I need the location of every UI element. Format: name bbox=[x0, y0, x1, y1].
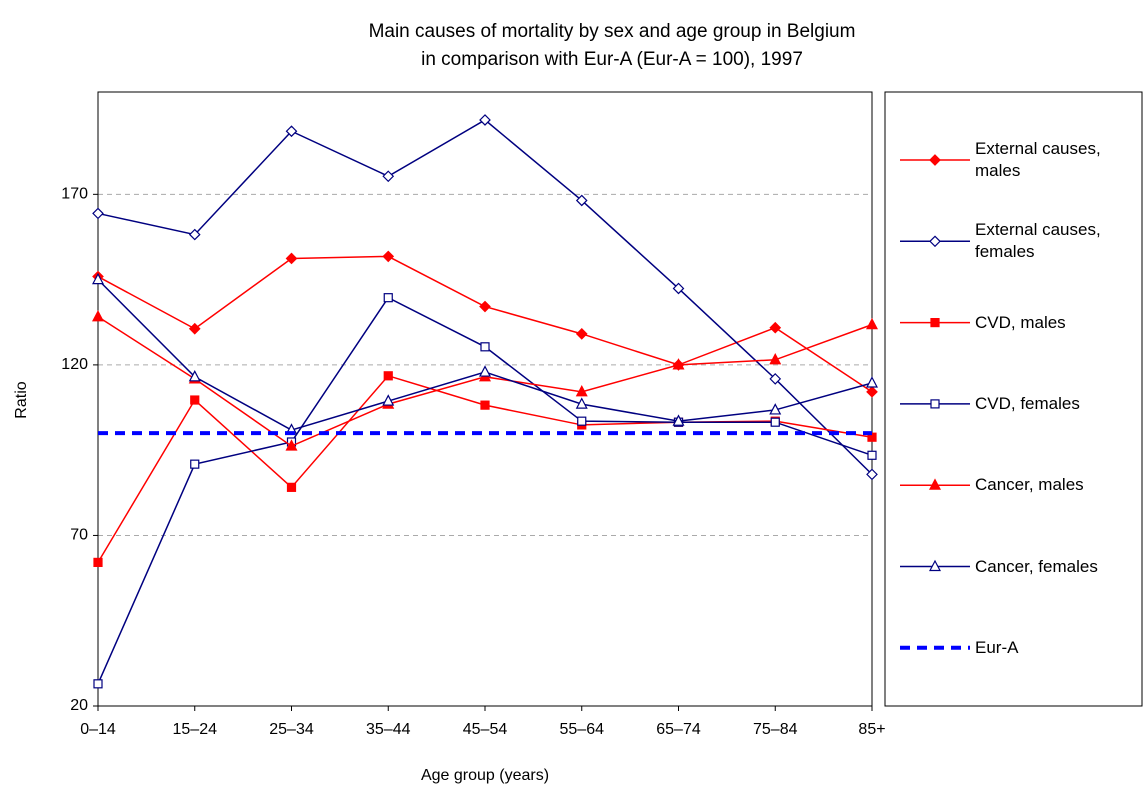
marker bbox=[575, 397, 588, 409]
y-tick-label: 20 bbox=[70, 697, 88, 714]
marker bbox=[930, 399, 940, 409]
marker bbox=[382, 170, 395, 183]
marker bbox=[867, 450, 877, 460]
marker bbox=[672, 282, 685, 295]
marker bbox=[672, 414, 685, 426]
marker bbox=[575, 385, 588, 397]
marker bbox=[92, 310, 104, 322]
marker bbox=[93, 557, 103, 567]
marker bbox=[769, 403, 782, 415]
marker bbox=[188, 322, 201, 335]
marker bbox=[866, 385, 878, 398]
marker bbox=[286, 482, 297, 492]
marker bbox=[770, 417, 780, 427]
marker bbox=[92, 207, 104, 220]
line bbox=[97, 296, 873, 685]
x-tick-label: 75–84 bbox=[753, 721, 798, 738]
legend-label: External causes, males bbox=[975, 139, 1101, 180]
legend-box bbox=[884, 91, 1143, 707]
marker bbox=[480, 342, 490, 352]
marker bbox=[188, 228, 201, 241]
marker bbox=[190, 459, 200, 469]
marker bbox=[577, 416, 587, 426]
x-tick-label: 85+ bbox=[858, 721, 885, 738]
marker bbox=[480, 400, 490, 410]
y-tick-label: 170 bbox=[61, 186, 88, 203]
legend-label: CVD, males bbox=[975, 312, 1066, 332]
marker bbox=[929, 559, 941, 572]
chart-title: in comparison with Eur-A (Eur-A = 100), … bbox=[421, 49, 803, 70]
marker bbox=[383, 371, 393, 381]
y-tick-label: 70 bbox=[70, 527, 88, 544]
x-tick-label: 25–34 bbox=[269, 721, 314, 738]
y-tick-label: 120 bbox=[61, 356, 88, 373]
marker bbox=[930, 318, 940, 328]
line bbox=[97, 316, 873, 447]
marker bbox=[285, 439, 298, 451]
x-tick-label: 35–44 bbox=[366, 721, 411, 738]
marker bbox=[769, 373, 782, 385]
legend-label: Cancer, males bbox=[975, 475, 1084, 495]
plot-frame bbox=[97, 91, 873, 707]
marker bbox=[93, 679, 103, 689]
marker bbox=[866, 468, 878, 481]
marker bbox=[479, 365, 491, 377]
marker bbox=[285, 252, 298, 265]
marker bbox=[190, 395, 200, 405]
legend-label: External causes, females bbox=[975, 220, 1101, 262]
legend-label: Cancer, females bbox=[975, 556, 1098, 576]
x-tick-label: 15–24 bbox=[173, 721, 218, 738]
marker bbox=[479, 114, 491, 126]
marker bbox=[866, 376, 878, 388]
x-tick-label: 55–64 bbox=[560, 721, 605, 738]
y-axis-label: Ratio bbox=[13, 381, 30, 418]
marker bbox=[866, 317, 878, 330]
chart-title: Main causes of mortality by sex and age … bbox=[369, 21, 856, 42]
marker bbox=[383, 293, 393, 303]
legend-label: Eur-A bbox=[975, 637, 1019, 657]
legend-label: CVD, females bbox=[975, 393, 1080, 413]
marker bbox=[769, 321, 782, 334]
marker bbox=[285, 125, 298, 138]
x-tick-label: 65–74 bbox=[656, 721, 701, 738]
x-tick-label: 45–54 bbox=[463, 721, 508, 738]
x-axis-label: Age group (years) bbox=[421, 767, 549, 784]
marker bbox=[188, 370, 201, 382]
marker bbox=[575, 327, 588, 340]
marker bbox=[382, 394, 395, 406]
marker bbox=[382, 250, 395, 263]
marker bbox=[575, 194, 588, 207]
marker bbox=[769, 352, 782, 365]
marker bbox=[479, 300, 491, 313]
marker bbox=[929, 235, 941, 248]
marker bbox=[929, 154, 941, 166]
marker bbox=[929, 478, 941, 490]
x-tick-label: 0–14 bbox=[80, 721, 116, 738]
marker bbox=[92, 272, 104, 285]
marker bbox=[672, 358, 685, 370]
